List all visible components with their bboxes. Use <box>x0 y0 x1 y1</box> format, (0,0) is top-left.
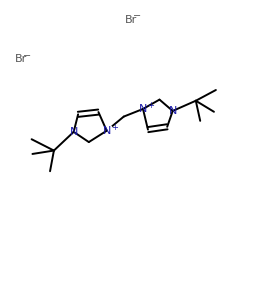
Text: Br: Br <box>125 15 138 25</box>
Text: Br: Br <box>15 54 27 65</box>
Text: −: − <box>23 51 31 61</box>
Text: N: N <box>103 126 111 136</box>
Text: N: N <box>70 127 78 137</box>
Text: +: + <box>147 101 154 110</box>
Circle shape <box>137 103 149 115</box>
Circle shape <box>167 105 179 117</box>
Circle shape <box>101 125 113 137</box>
Circle shape <box>68 126 80 138</box>
Text: −: − <box>133 11 142 22</box>
Text: N: N <box>139 104 147 114</box>
Text: N: N <box>169 106 177 116</box>
Text: +: + <box>111 123 118 132</box>
